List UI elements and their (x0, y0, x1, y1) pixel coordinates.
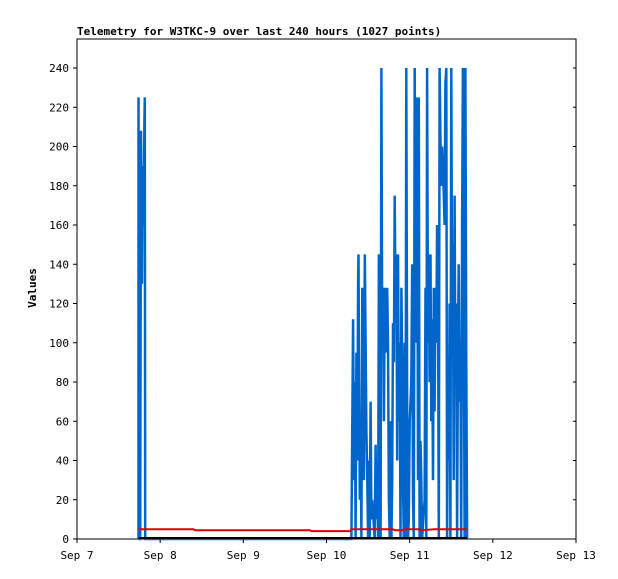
y-tick-label: 20 (56, 494, 69, 507)
series-line-2 (138, 528, 468, 533)
y-tick-label: 200 (49, 141, 69, 154)
y-tick-label: 140 (49, 258, 69, 271)
y-tick-label: 240 (49, 62, 69, 75)
x-tick-label: Sep 12 (473, 549, 513, 562)
y-axis-label: Values (26, 268, 39, 308)
x-tick-label: Sep 11 (390, 549, 430, 562)
y-axis: 0 20 40 60 80 100 120 140 160 180 200 220 240 (49, 62, 576, 546)
series-layer (137, 67, 469, 541)
x-tick-label: Sep 8 (144, 549, 177, 562)
y-tick-label: 180 (49, 180, 69, 193)
x-tick-label: Sep 7 (60, 549, 93, 562)
y-tick-label: 80 (56, 376, 69, 389)
y-tick-label: 120 (49, 298, 69, 311)
x-tick-label: Sep 13 (556, 549, 596, 562)
y-tick-label: 0 (62, 533, 69, 546)
x-axis: Sep 7 Sep 8 Sep 9 Sep 10 Sep 11 Sep 12 Sep 13 (60, 539, 596, 562)
y-tick-label: 220 (49, 101, 69, 114)
chart-title: Telemetry for W3TKC-9 over last 240 hour… (77, 25, 441, 38)
y-tick-label: 40 (56, 455, 69, 468)
x-tick-label: Sep 9 (227, 549, 260, 562)
y-tick-label: 160 (49, 219, 69, 232)
y-tick-label: 60 (56, 415, 69, 428)
y-tick-label: 100 (49, 337, 69, 350)
x-tick-label: Sep 10 (307, 549, 347, 562)
